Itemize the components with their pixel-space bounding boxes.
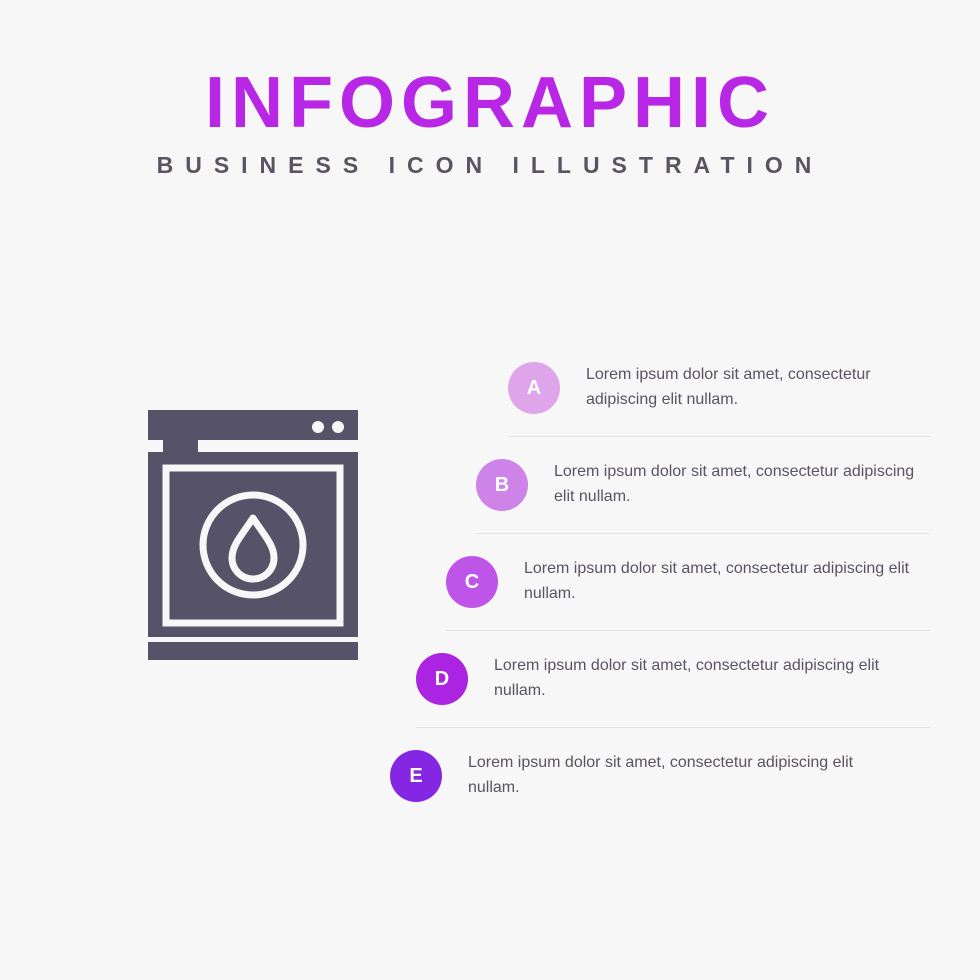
washing-machine-icon	[148, 410, 358, 665]
bullet-b: B	[476, 459, 528, 511]
page-subtitle: BUSINESS ICON ILLUSTRATION	[0, 152, 980, 179]
bullet-a: A	[508, 362, 560, 414]
bullet-d: D	[416, 653, 468, 705]
item-text: Lorem ipsum dolor sit amet, consectetur …	[554, 460, 930, 510]
item-text: Lorem ipsum dolor sit amet, consectetur …	[586, 363, 930, 413]
list-item: C Lorem ipsum dolor sit amet, consectetur…	[446, 534, 930, 631]
list-item: B Lorem ipsum dolor sit amet, consectetur…	[476, 437, 930, 534]
list-item: E Lorem ipsum dolor sit amet, consectetur…	[390, 728, 930, 824]
item-text: Lorem ipsum dolor sit amet, consectetur …	[468, 751, 888, 801]
item-text: Lorem ipsum dolor sit amet, consectetur …	[524, 557, 930, 607]
items-list: A Lorem ipsum dolor sit amet, consectetur…	[390, 340, 930, 824]
list-item: A Lorem ipsum dolor sit amet, consectetur…	[508, 340, 930, 437]
bullet-c: C	[446, 556, 498, 608]
item-text: Lorem ipsum dolor sit amet, consectetur …	[494, 654, 914, 704]
bullet-e: E	[390, 750, 442, 802]
list-item: D Lorem ipsum dolor sit amet, consectetur…	[416, 631, 930, 728]
page-title: INFOGRAPHIC	[0, 0, 980, 144]
